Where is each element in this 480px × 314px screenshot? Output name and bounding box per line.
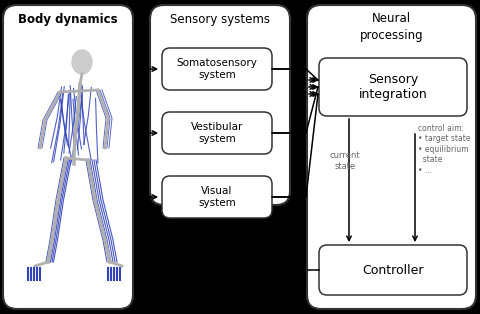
FancyBboxPatch shape [162, 112, 272, 154]
Text: Body dynamics: Body dynamics [18, 13, 118, 25]
Text: Controller: Controller [362, 263, 424, 277]
Text: Visual
system: Visual system [198, 186, 236, 208]
Text: control aim:
• target state
• equilibrium
  state
• ...: control aim: • target state • equilibriu… [418, 124, 470, 175]
Text: Sensory
integration: Sensory integration [359, 73, 427, 101]
Text: current
state: current state [330, 151, 360, 171]
FancyBboxPatch shape [319, 58, 467, 116]
Ellipse shape [72, 50, 92, 74]
Text: Sensory systems: Sensory systems [170, 13, 270, 25]
FancyBboxPatch shape [307, 5, 476, 309]
FancyBboxPatch shape [3, 5, 133, 309]
FancyBboxPatch shape [162, 48, 272, 90]
FancyBboxPatch shape [150, 5, 290, 205]
FancyBboxPatch shape [162, 176, 272, 218]
Text: Somatosensory
system: Somatosensory system [177, 58, 257, 80]
Text: Vestibular
system: Vestibular system [191, 122, 243, 144]
FancyBboxPatch shape [319, 245, 467, 295]
Text: Neural
processing: Neural processing [360, 13, 423, 41]
